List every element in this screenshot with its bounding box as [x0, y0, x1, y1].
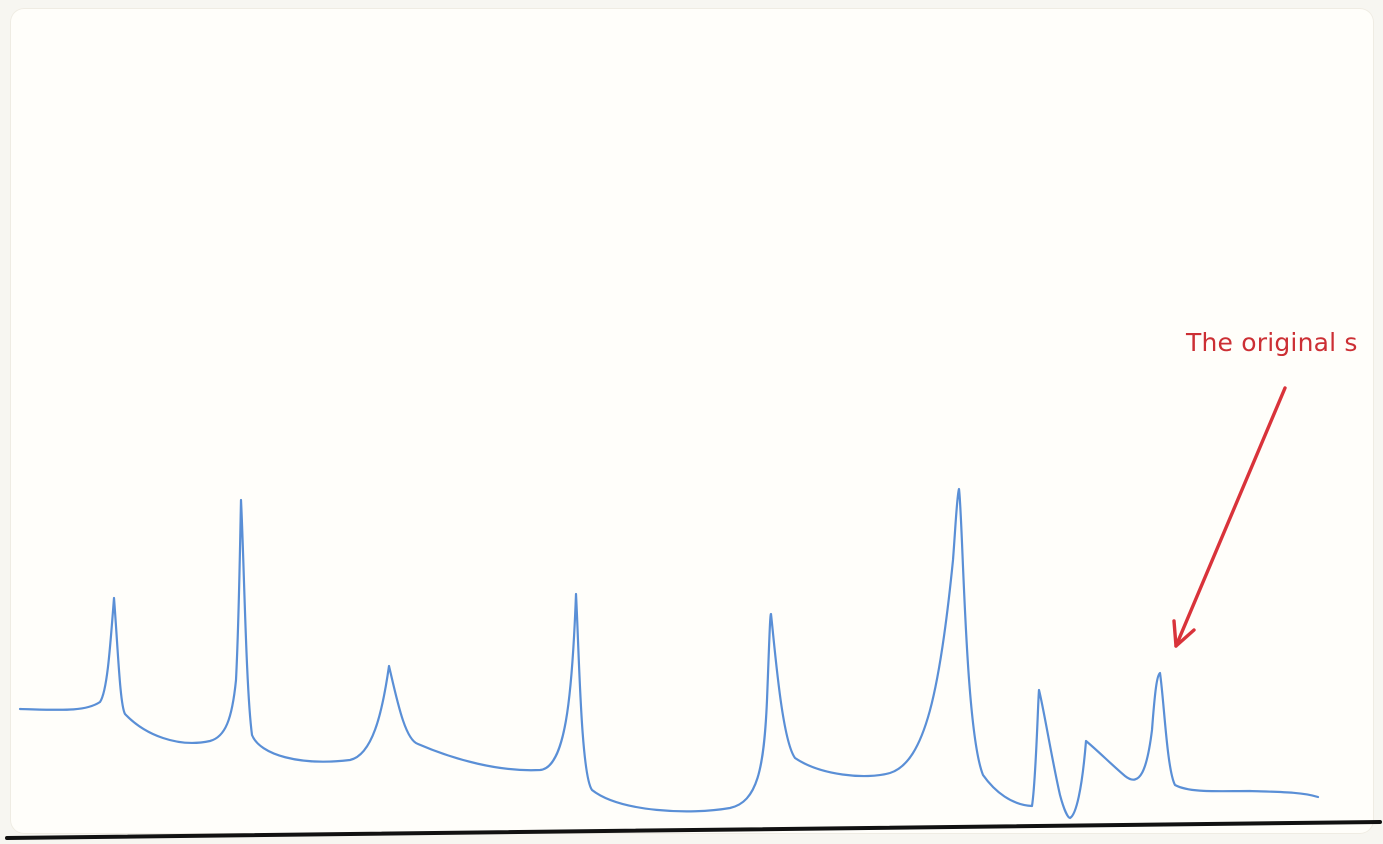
annotation-text: The original s	[1185, 328, 1358, 357]
arrow-annotation-icon	[1172, 386, 1287, 648]
whiteboard-card	[10, 8, 1374, 834]
baseline	[5, 820, 1382, 840]
spectrum-trace	[18, 487, 1320, 820]
